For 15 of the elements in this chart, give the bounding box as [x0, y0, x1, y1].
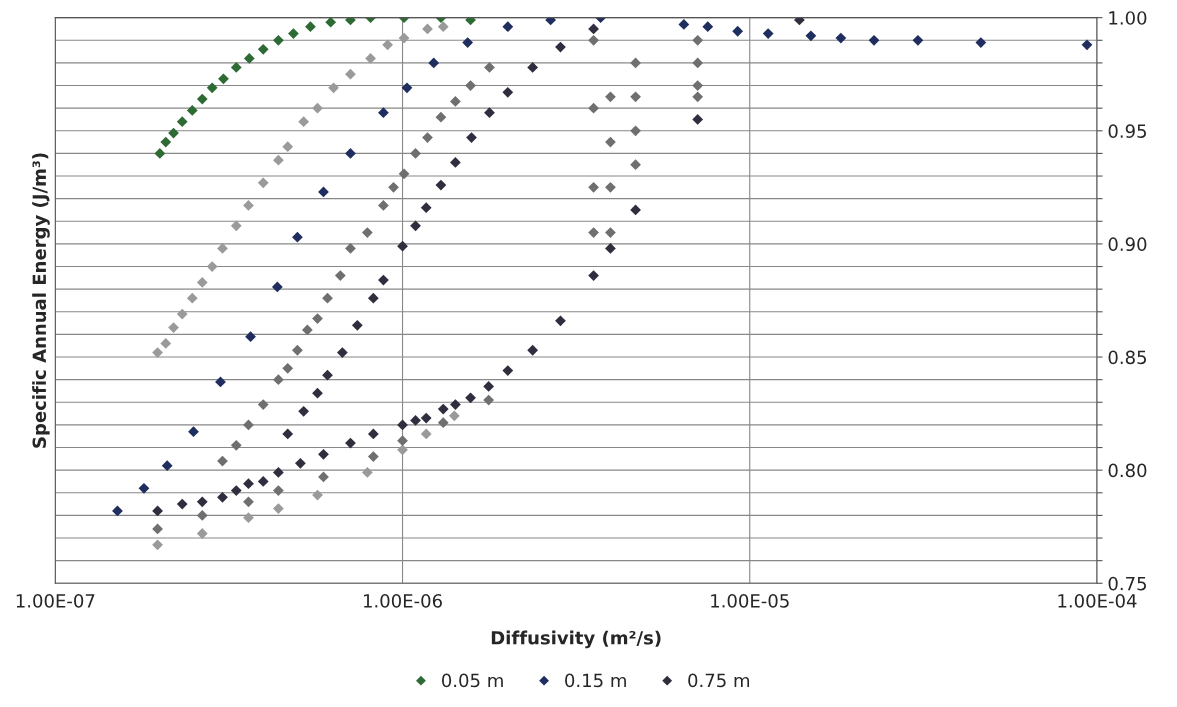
y-tick-label: 0.75 — [1108, 576, 1147, 591]
y-tick-label: 0.80 — [1108, 463, 1147, 478]
legend-label: 0.75 m — [688, 673, 750, 688]
x-tick-label: 1.00E-06 — [363, 594, 442, 608]
x-tick-label: 1.00E-05 — [711, 594, 789, 608]
legend-label: 0.15 m — [565, 673, 626, 688]
x-axis-title: Diffusivity (m²/s) — [491, 630, 661, 649]
y-axis-title: Specific Annual Energy (J/m³) — [32, 153, 50, 448]
y-tick-label: 1.00 — [1109, 11, 1147, 25]
legend-label: 0.05 m — [442, 673, 503, 688]
x-tick-label: 1.00E-04 — [1058, 594, 1137, 608]
y-tick-label: 0.90 — [1108, 237, 1147, 252]
x-tick-label: 1.00E-07 — [16, 594, 95, 608]
y-tick-label: 0.95 — [1108, 124, 1147, 138]
y-tick-label: 0.85 — [1108, 350, 1147, 365]
